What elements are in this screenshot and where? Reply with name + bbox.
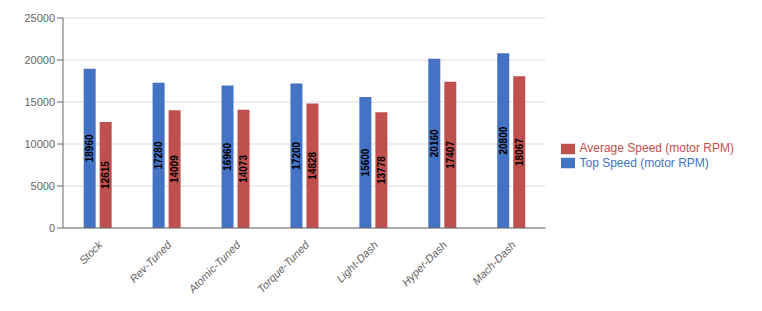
svg-text:20160: 20160 [429,129,440,157]
svg-text:14009: 14009 [169,155,180,183]
svg-text:5000: 5000 [31,180,55,192]
svg-text:18067: 18067 [514,138,525,166]
svg-text:15000: 15000 [24,96,55,108]
svg-text:15600: 15600 [360,148,371,176]
svg-text:Hyper-Dash: Hyper-Dash [399,239,449,289]
svg-text:Torque-Tuned: Torque-Tuned [255,238,312,295]
svg-text:Rev-Tuned: Rev-Tuned [127,238,174,285]
svg-text:17407: 17407 [445,141,456,169]
svg-text:25000: 25000 [24,12,55,24]
svg-text:17280: 17280 [153,141,164,169]
svg-text:0: 0 [49,222,55,234]
svg-text:17200: 17200 [291,141,302,169]
html-text:Top Speed (motor RPM): Top Speed (motor RPM) [579,155,709,170]
svg-text:20000: 20000 [24,54,55,66]
svg-text:Mach-Dash: Mach-Dash [470,239,518,287]
svg-text:Atomic-Tuned: Atomic-Tuned [185,238,243,296]
svg-text:20800: 20800 [498,126,509,154]
svg-text:10000: 10000 [24,138,55,150]
html-text:Average Speed (motor RPM): Average Speed (motor RPM) [579,140,734,155]
svg-text:18960: 18960 [84,134,95,162]
svg-text:12615: 12615 [100,161,111,189]
svg-text:16960: 16960 [222,142,233,170]
svg-text:14828: 14828 [307,151,318,179]
svg-text:13778: 13778 [376,156,387,184]
svg-text:Light-Dash: Light-Dash [334,239,380,285]
svg-text:14073: 14073 [238,155,249,183]
svg-text:Stock: Stock [77,238,105,266]
